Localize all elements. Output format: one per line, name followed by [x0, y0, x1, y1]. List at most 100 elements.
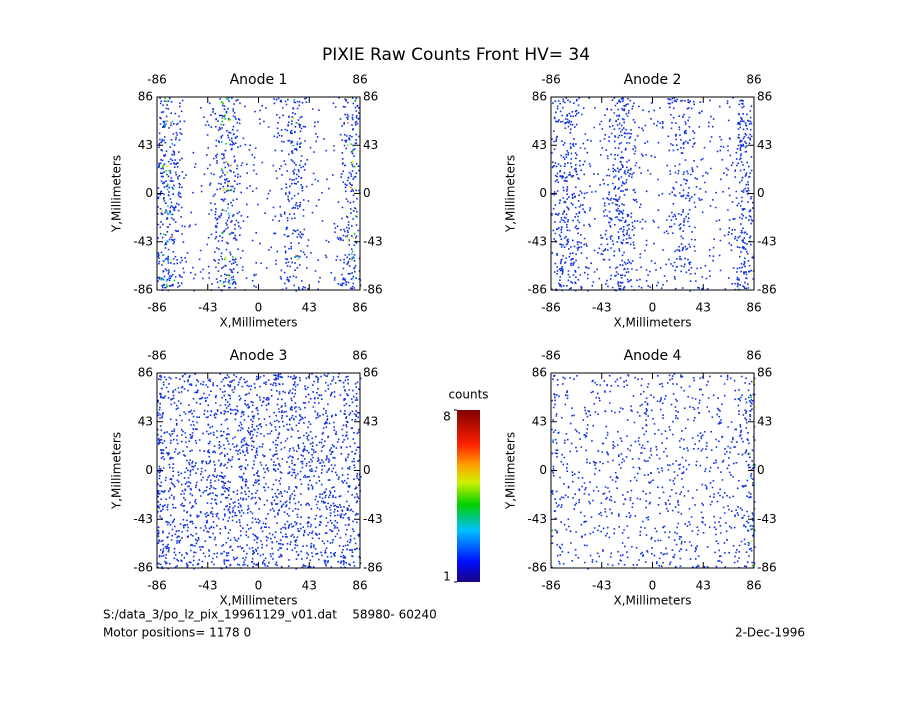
panel-title: Anode 4: [624, 348, 682, 364]
x-tick-label: 43: [696, 301, 711, 315]
colorbar-tick-label: 8: [443, 410, 451, 424]
x-tick-label: 43: [302, 579, 317, 593]
y-axis-label: Y,Millimeters: [504, 155, 518, 233]
x-tick-label: 0: [649, 301, 657, 315]
x2-tick-label: 86: [746, 349, 761, 363]
x-axis-label: X,Millimeters: [613, 316, 691, 330]
x-tick-label: 86: [352, 579, 367, 593]
y2-tick-label: 43: [757, 138, 772, 152]
y-tick-label: 86: [532, 366, 547, 380]
x-tick-label: 86: [746, 579, 761, 593]
y-tick-label: 86: [138, 90, 153, 104]
y-tick-label: 43: [138, 414, 153, 428]
y-tick-label: 43: [532, 414, 547, 428]
y-tick-label: 43: [138, 138, 153, 152]
x-tick-label: 0: [255, 301, 263, 315]
y2-tick-label: -86: [363, 283, 383, 297]
x2-tick-label: 86: [352, 73, 367, 87]
plot-frame: [550, 372, 755, 569]
x2-tick-label: -86: [541, 73, 561, 87]
colorbar: [457, 410, 480, 582]
x-axis-label: X,Millimeters: [219, 316, 297, 330]
y2-tick-label: 86: [363, 90, 378, 104]
y-axis-label: Y,Millimeters: [504, 432, 518, 510]
plot-frame: [156, 96, 361, 291]
y-axis-label: Y,Millimeters: [110, 432, 124, 510]
panel-title: Anode 3: [230, 348, 288, 364]
y-tick-label: 0: [539, 186, 547, 200]
y2-tick-label: 43: [757, 414, 772, 428]
motor-info: Motor positions= 1178 0: [103, 626, 251, 640]
y2-tick-label: 0: [757, 186, 765, 200]
y2-tick-label: 43: [363, 414, 378, 428]
x-tick-label: 86: [352, 301, 367, 315]
x-tick-label: -86: [147, 301, 167, 315]
x-tick-label: -43: [198, 301, 218, 315]
y2-tick-label: -86: [757, 283, 777, 297]
panel-title: Anode 2: [624, 72, 682, 88]
y2-tick-label: 0: [363, 186, 371, 200]
y-tick-label: 43: [532, 138, 547, 152]
count-texture: [157, 97, 362, 292]
x2-tick-label: -86: [147, 349, 167, 363]
y-tick-label: 0: [539, 463, 547, 477]
x2-tick-label: 86: [352, 349, 367, 363]
y-tick-label: -86: [133, 561, 153, 575]
y-tick-label: -86: [527, 283, 547, 297]
y2-tick-label: -86: [757, 561, 777, 575]
y-tick-label: -43: [527, 234, 547, 248]
x-axis-label: X,Millimeters: [219, 594, 297, 608]
count-texture: [551, 373, 756, 570]
count-texture: [551, 396, 754, 567]
y2-tick-label: 86: [757, 90, 772, 104]
file-info: S:/data_3/po_lz_pix_19961129_v01.dat 589…: [103, 608, 437, 622]
y2-tick-label: 86: [363, 366, 378, 380]
date: 2-Dec-1996: [735, 626, 805, 640]
count-texture: [551, 97, 755, 292]
y-tick-label: 86: [138, 366, 153, 380]
count-texture: [751, 381, 756, 559]
figure-title: PIXIE Raw Counts Front HV= 34: [322, 45, 590, 65]
x-tick-label: 0: [649, 579, 657, 593]
x-tick-label: -43: [592, 301, 612, 315]
panel-title: Anode 1: [230, 72, 288, 88]
y-tick-label: -43: [527, 512, 547, 526]
y-tick-label: -43: [133, 234, 153, 248]
x-tick-label: -86: [541, 301, 561, 315]
y2-tick-label: 0: [363, 463, 371, 477]
x-tick-label: -43: [198, 579, 218, 593]
y2-tick-label: 43: [363, 138, 378, 152]
x-tick-label: -86: [147, 579, 167, 593]
y-tick-label: 86: [532, 90, 547, 104]
x-tick-label: -86: [541, 579, 561, 593]
x2-tick-label: 86: [746, 73, 761, 87]
y-tick-label: 0: [145, 463, 153, 477]
x2-tick-label: -86: [147, 73, 167, 87]
x-tick-label: 0: [255, 579, 263, 593]
count-texture: [552, 439, 755, 569]
colorbar-label: counts: [448, 388, 488, 402]
y2-tick-label: -86: [363, 561, 383, 575]
y2-tick-label: 86: [757, 366, 772, 380]
y2-tick-label: 0: [757, 463, 765, 477]
x-tick-label: 43: [302, 301, 317, 315]
x-tick-label: 86: [746, 301, 761, 315]
x-tick-label: -43: [592, 579, 612, 593]
y-tick-label: -43: [133, 512, 153, 526]
x-axis-label: X,Millimeters: [613, 594, 691, 608]
count-texture: [160, 97, 357, 288]
count-texture: [157, 373, 362, 570]
count-texture: [166, 120, 352, 238]
y-tick-label: -86: [133, 283, 153, 297]
y-tick-label: 0: [145, 186, 153, 200]
x-tick-label: 43: [696, 579, 711, 593]
colorbar-tick-label: 1: [443, 570, 451, 584]
y2-tick-label: -43: [757, 512, 777, 526]
y2-tick-label: -43: [757, 234, 777, 248]
x2-tick-label: -86: [541, 349, 561, 363]
y2-tick-label: -43: [363, 234, 383, 248]
y-axis-label: Y,Millimeters: [110, 155, 124, 233]
y-tick-label: -86: [527, 561, 547, 575]
